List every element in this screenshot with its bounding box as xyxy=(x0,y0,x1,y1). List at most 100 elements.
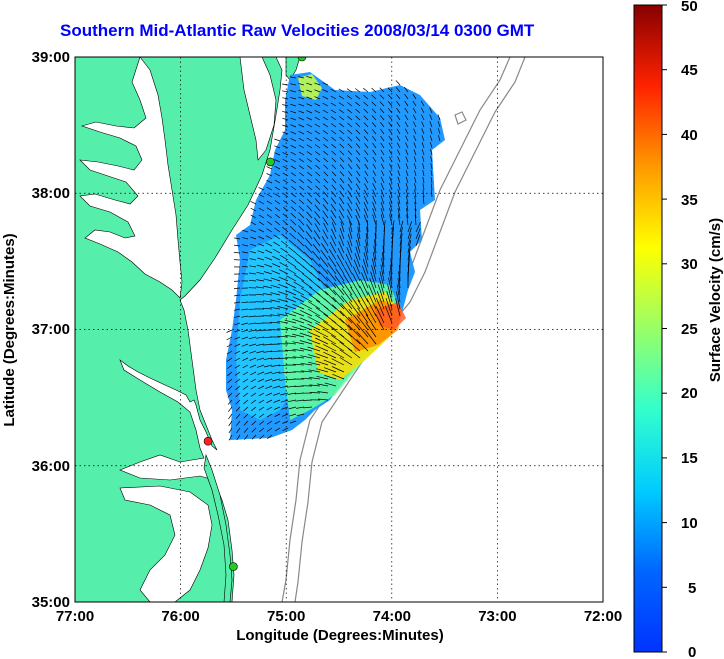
velocity-arrow xyxy=(339,196,345,205)
velocity-arrow xyxy=(378,277,385,296)
velocity-arrow xyxy=(413,128,417,135)
velocity-arrow xyxy=(356,233,361,247)
velocity-arrow xyxy=(228,406,233,412)
outer-banks xyxy=(203,453,233,602)
velocity-arrow xyxy=(322,89,329,93)
velocity-arrow xyxy=(285,349,297,352)
velocity-arrow xyxy=(397,195,401,205)
velocity-arrow xyxy=(343,267,353,282)
velocity-arrow xyxy=(413,142,417,149)
velocity-arrow xyxy=(388,128,393,135)
velocity-arrow xyxy=(256,357,265,361)
velocity-arrow xyxy=(290,144,297,149)
velocity-arrow xyxy=(404,121,409,128)
velocity-arrow xyxy=(355,189,361,198)
velocity-arrow xyxy=(395,80,401,86)
velocity-arrow xyxy=(292,303,305,310)
velocity-arrow xyxy=(360,278,369,296)
velocity-arrow xyxy=(323,164,329,170)
velocity-arrow xyxy=(413,135,417,142)
velocity-arrow xyxy=(308,293,321,303)
velocity-arrow xyxy=(310,264,321,275)
velocity-arrow xyxy=(303,251,313,261)
velocity-arrow xyxy=(397,189,401,198)
velocity-arrow xyxy=(282,90,289,93)
velocity-arrow xyxy=(265,385,273,389)
velocity-arrow xyxy=(347,150,353,156)
velocity-arrow xyxy=(347,183,353,191)
velocity-arrow xyxy=(388,114,393,121)
velocity-arrow xyxy=(281,233,289,240)
velocity-arrow xyxy=(314,96,321,100)
velocity-arrow xyxy=(412,93,417,100)
velocity-arrow xyxy=(306,96,313,100)
velocity-arrow xyxy=(404,86,409,93)
velocity-arrow xyxy=(266,200,273,205)
velocity-arrow xyxy=(288,246,297,254)
velocity-arrow xyxy=(356,239,361,254)
velocity-arrow xyxy=(364,177,369,184)
velocity-arrow xyxy=(388,149,393,156)
velocity-arrow xyxy=(405,135,409,142)
velocity-arrow xyxy=(258,399,265,404)
velocity-arrow xyxy=(290,206,297,212)
velocity-arrow xyxy=(266,173,273,177)
velocity-arrow xyxy=(306,158,313,163)
velocity-arrow xyxy=(250,243,257,247)
velocity-arrow xyxy=(415,228,421,240)
velocity-arrow xyxy=(389,176,393,184)
velocity-arrow xyxy=(372,142,377,149)
velocity-arrow xyxy=(315,158,321,163)
velocity-arrow xyxy=(380,195,385,205)
velocity-arrow xyxy=(406,214,409,226)
velocity-arrow xyxy=(347,240,353,254)
velocity-arrow xyxy=(372,176,377,184)
velocity-arrow xyxy=(347,190,353,198)
velocity-arrow xyxy=(256,364,265,368)
velocity-arrow xyxy=(292,311,305,317)
velocity-arrow xyxy=(244,434,249,440)
velocity-arrow xyxy=(387,87,393,93)
velocity-arrow xyxy=(317,285,329,296)
velocity-arrow xyxy=(266,166,273,170)
velocity-arrow xyxy=(379,87,385,93)
velocity-arrow xyxy=(323,157,329,163)
velocity-arrow xyxy=(356,177,361,184)
velocity-arrow xyxy=(242,385,249,390)
velocity-arrow xyxy=(289,413,297,417)
velocity-arrow xyxy=(300,302,313,310)
velocity-arrow xyxy=(234,357,241,362)
velocity-arrow xyxy=(234,336,241,340)
velocity-arrow xyxy=(331,228,337,240)
velocity-arrow xyxy=(339,177,345,184)
velocity-arrow xyxy=(351,279,361,296)
velocity-arrow xyxy=(258,406,265,411)
velocity-arrow xyxy=(251,427,257,433)
velocity-arrow xyxy=(282,110,289,114)
velocity-arrow xyxy=(353,259,361,275)
velocity-arrow xyxy=(241,308,249,311)
velocity-arrow xyxy=(339,234,345,247)
velocity-arrow xyxy=(286,371,297,373)
velocity-arrow xyxy=(258,236,265,240)
velocity-arrow xyxy=(298,117,305,121)
velocity-arrow xyxy=(317,391,329,394)
velocity-arrow xyxy=(338,203,345,212)
velocity-arrow xyxy=(349,294,361,310)
velocity-arrow xyxy=(274,227,281,233)
velocity-arrow xyxy=(270,299,281,303)
velocity-arrow xyxy=(274,420,281,425)
velocity-arrow xyxy=(355,115,361,121)
velocity-arrow xyxy=(384,305,393,324)
velocity-arrow xyxy=(298,158,305,163)
velocity-arrow xyxy=(242,229,249,233)
velocity-arrow xyxy=(314,116,321,121)
velocity-arrow xyxy=(298,137,305,142)
velocity-arrow xyxy=(282,172,289,177)
velocity-arrow xyxy=(234,343,241,347)
velocity-arrow xyxy=(322,102,329,107)
velocity-arrow xyxy=(259,420,265,425)
velocity-arrow xyxy=(314,130,321,135)
velocity-arrow xyxy=(330,123,337,128)
velocity-arrow xyxy=(396,291,401,310)
